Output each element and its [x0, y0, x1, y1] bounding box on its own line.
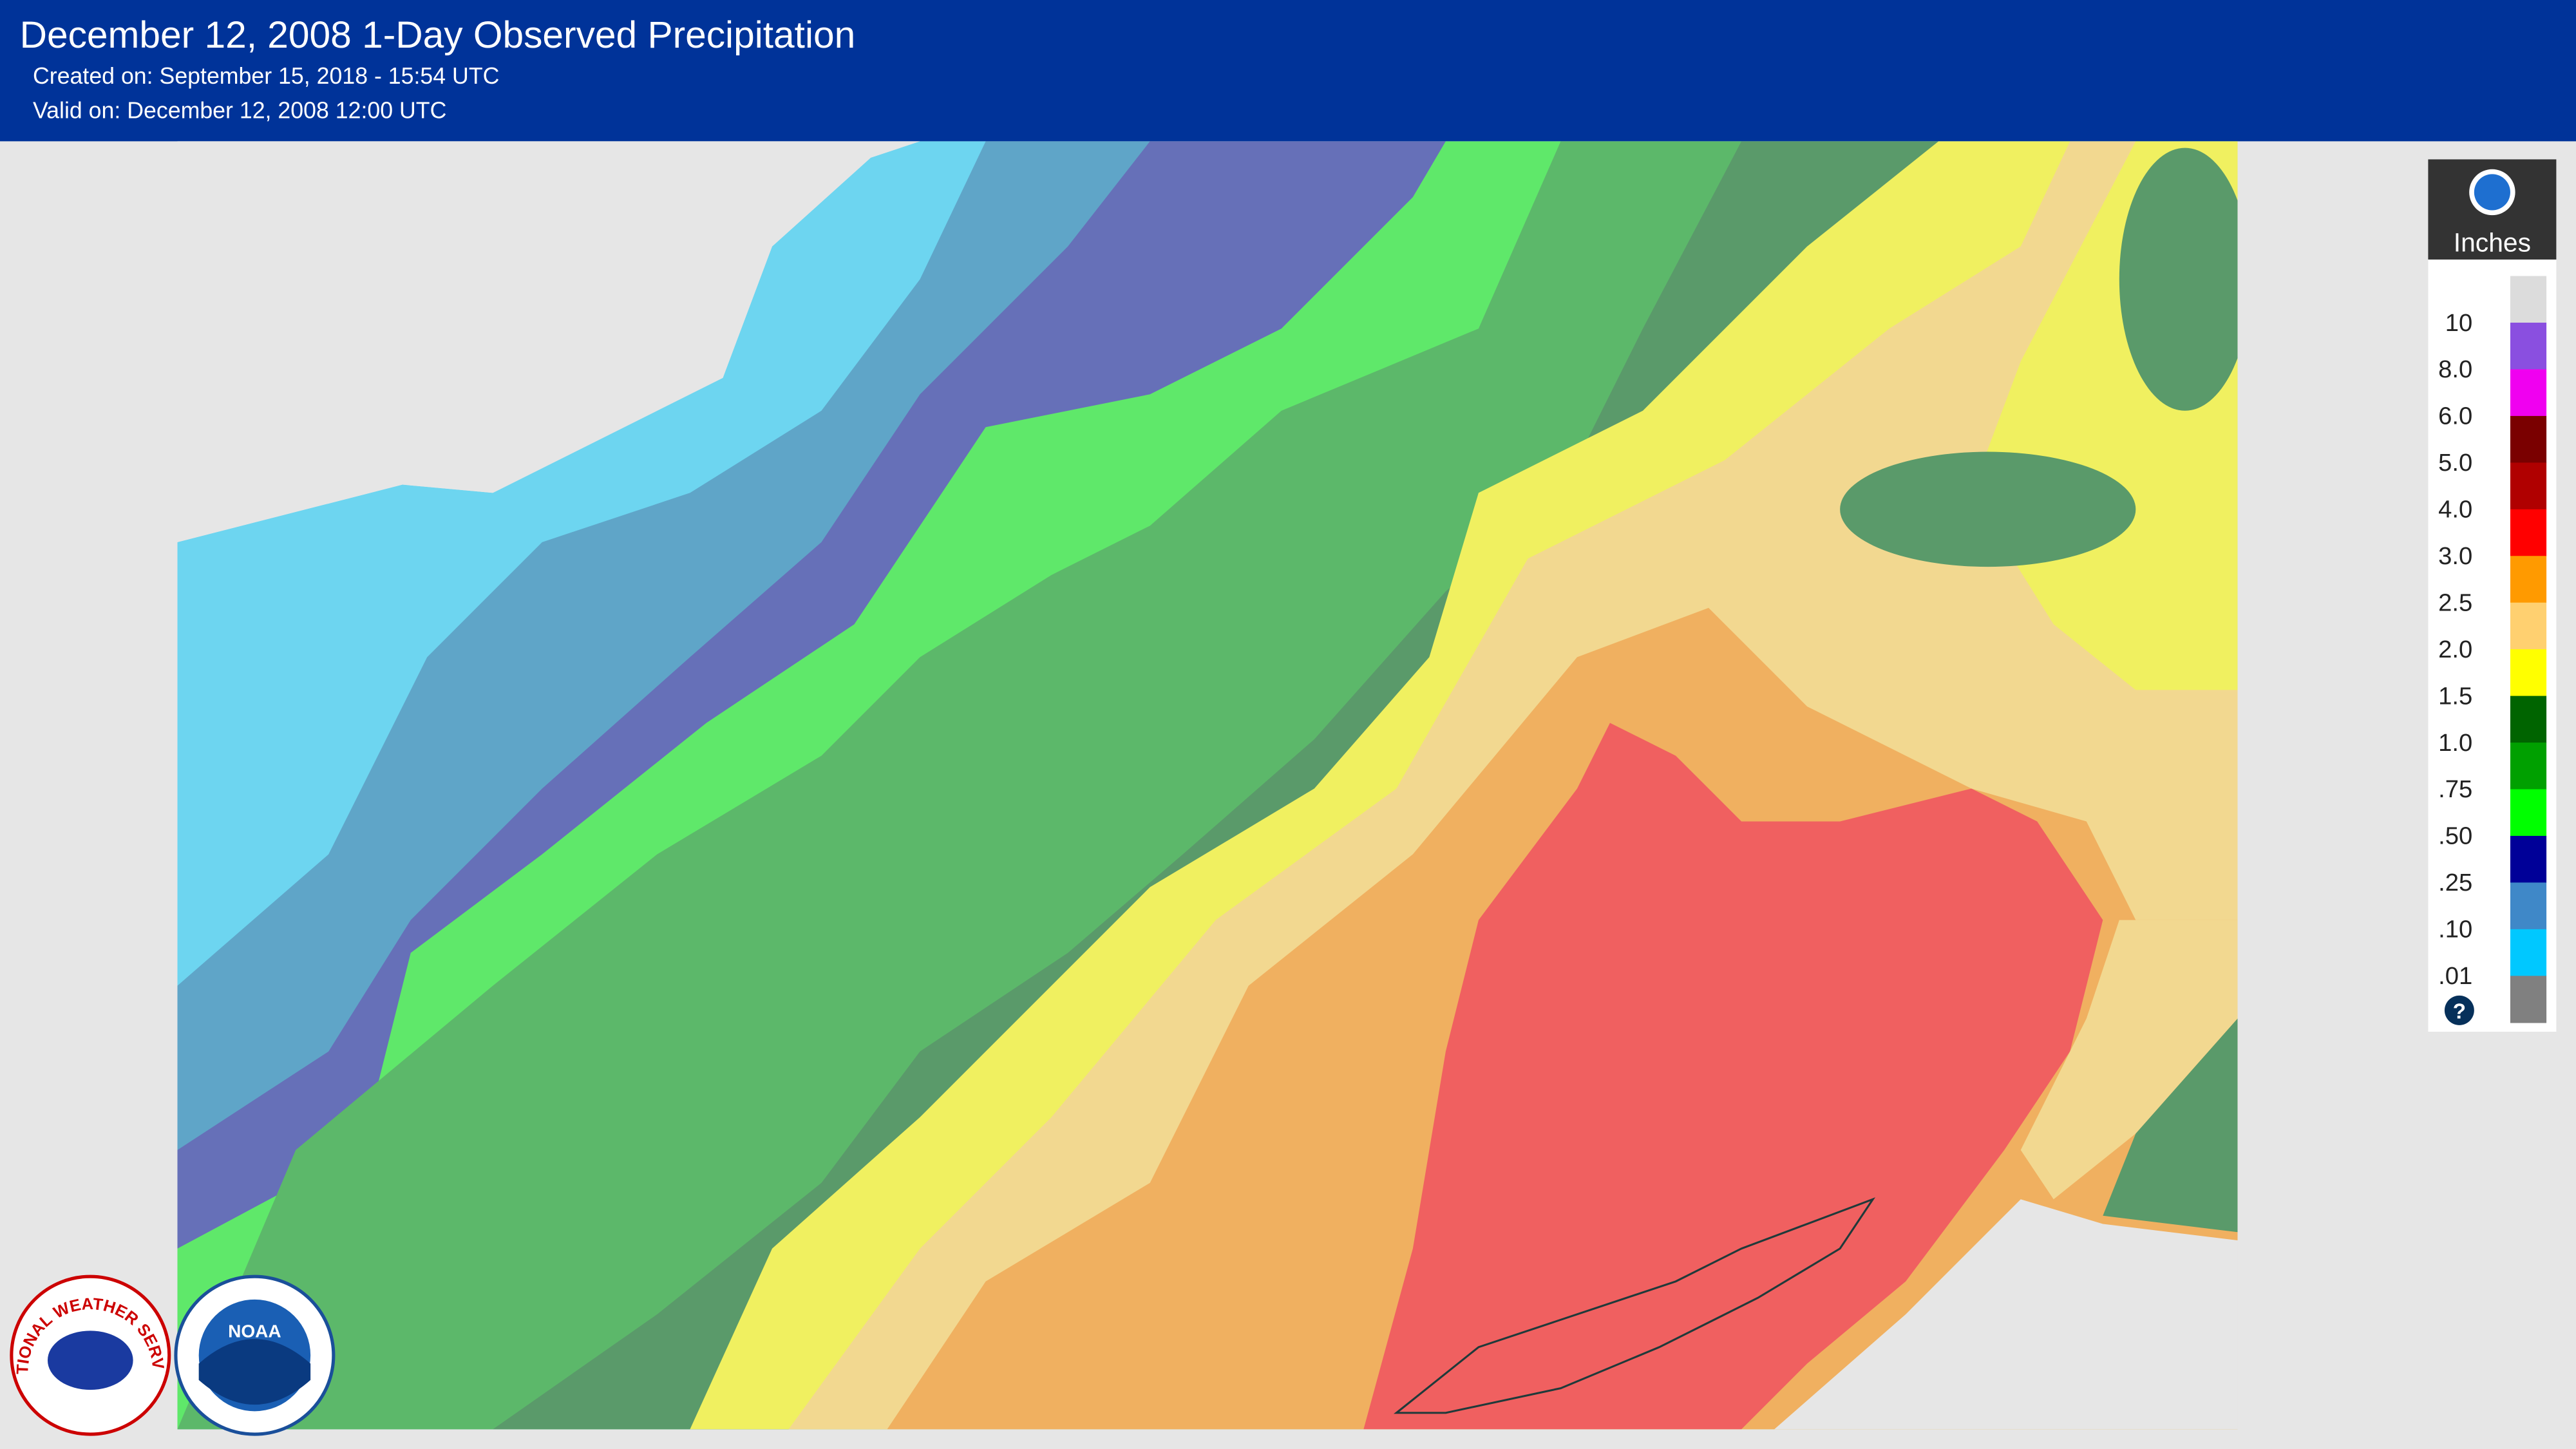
legend-label: .25: [2438, 869, 2472, 896]
legend-label: 8.0: [2438, 355, 2472, 383]
legend-swatch: [2510, 743, 2547, 790]
band-red: [1363, 723, 2103, 1430]
outside-area: [177, 141, 920, 542]
title: December 12, 2008 1-Day Observed Precipi…: [20, 14, 856, 56]
blob-dark-green: [1840, 451, 2136, 567]
legend-swatch: [2510, 835, 2547, 884]
legend-swatch: [2510, 696, 2547, 743]
legend-label: .01: [2438, 962, 2472, 990]
legend-label: 10: [2445, 309, 2473, 337]
created-date: Created on: September 15, 2018 - 15:54 U…: [33, 63, 499, 89]
band-green-coast: [2103, 1018, 2238, 1233]
legend-label: .10: [2438, 916, 2472, 943]
help-label[interactable]: ?: [2453, 1000, 2466, 1024]
noaa-icon-inner: [2474, 174, 2510, 211]
legend-label: .50: [2438, 822, 2472, 850]
legend-label: 2.5: [2438, 589, 2472, 616]
legend-swatch: [2510, 415, 2547, 464]
noaa-logo: NOAA: [174, 1274, 336, 1436]
blob-dark-green: [2119, 147, 2238, 411]
legend-swatch: [2510, 882, 2547, 930]
precip-map: [177, 141, 2238, 1430]
legend-swatch: [2510, 276, 2547, 323]
legend-swatch: [2510, 556, 2547, 603]
legend-label: 1.5: [2438, 682, 2472, 710]
ocean: [1774, 1199, 2238, 1430]
legend-swatch: [2510, 649, 2547, 697]
legend-label: .75: [2438, 775, 2472, 803]
help-button[interactable]: [2444, 995, 2474, 1025]
valid-date: Valid on: December 12, 2008 12:00 UTC: [33, 98, 446, 124]
header-bar: [0, 0, 2576, 142]
nws-cloud: [47, 1331, 133, 1390]
legend-swatch: [2510, 789, 2547, 837]
legend-label: 5.0: [2438, 449, 2472, 477]
legend-swatch: [2510, 602, 2547, 650]
legend-swatch: [2510, 929, 2547, 977]
legend-swatch: [2510, 462, 2547, 510]
band-tan-coast: [2020, 920, 2238, 1200]
legend-unit: Inches: [2454, 227, 2531, 257]
legend-label: 6.0: [2438, 402, 2472, 430]
legend-label: 1.0: [2438, 729, 2472, 757]
noaa-wave: [198, 1339, 311, 1405]
long-island-coast: [1394, 1197, 1876, 1414]
legend-label: 3.0: [2438, 542, 2472, 570]
legend-swatch: [2510, 509, 2547, 557]
noaa-text: NOAA: [228, 1321, 281, 1341]
legend: Inches ? 10 8.0 6.0 5.0 4.0 3.0 2.5 2.0 1.5 1.0 .7…: [2428, 159, 2557, 1032]
legend-label: 2.0: [2438, 636, 2472, 663]
legend-swatch: [2510, 369, 2547, 417]
legend-swatch: [2510, 976, 2547, 1023]
legend-swatch: [2510, 323, 2547, 370]
legend-label: 4.0: [2438, 496, 2472, 524]
